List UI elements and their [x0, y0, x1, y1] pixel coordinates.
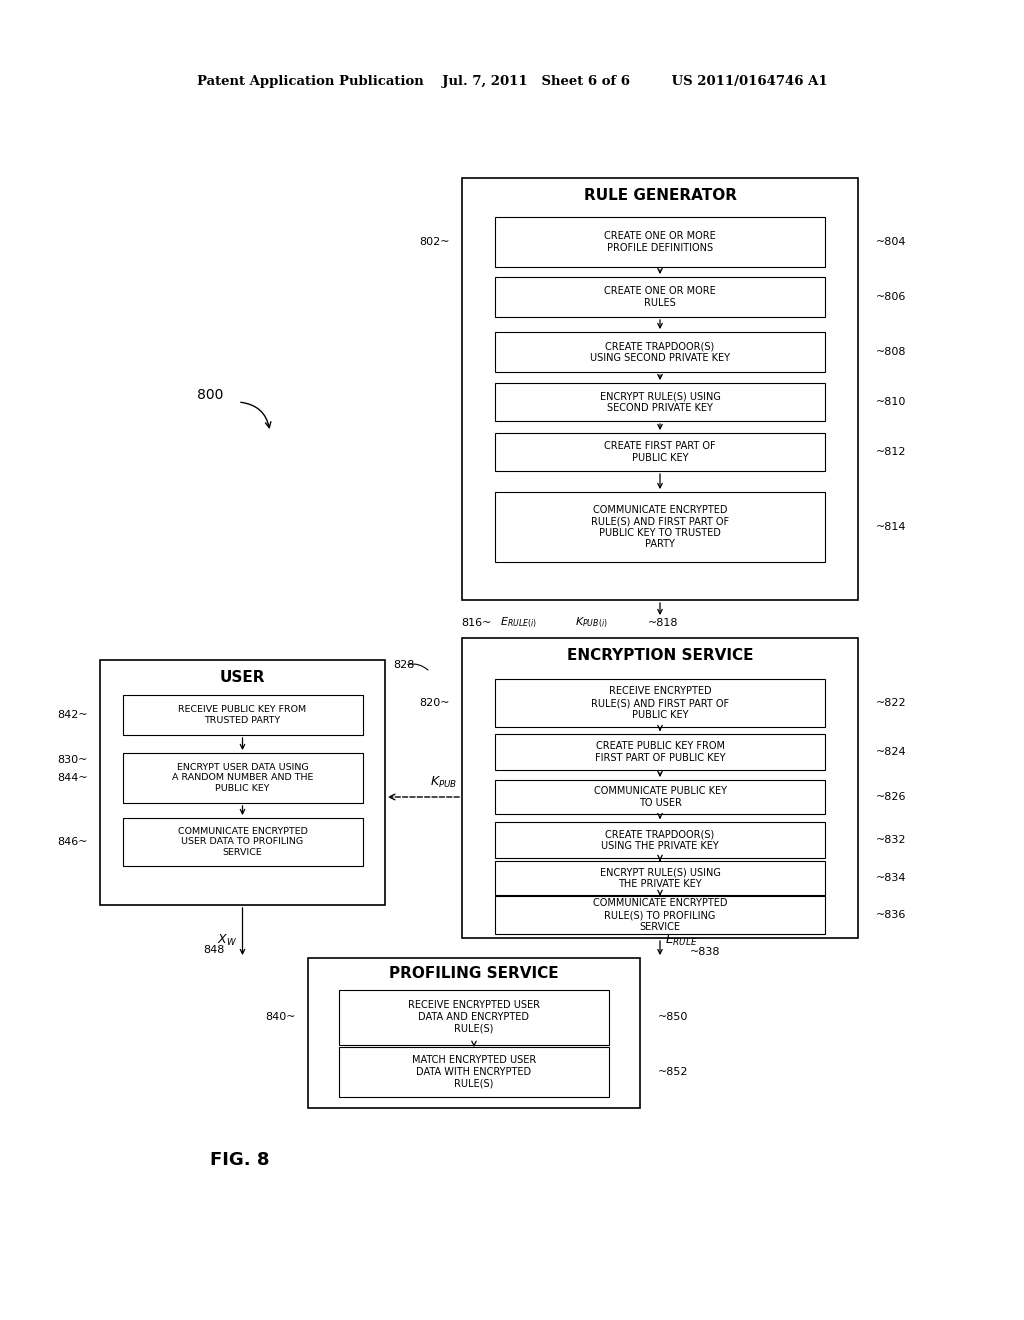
Bar — [495, 896, 825, 935]
Text: COMMUNICATE ENCRYPTED
RULE(S) TO PROFILING
SERVICE: COMMUNICATE ENCRYPTED RULE(S) TO PROFILI… — [593, 899, 727, 932]
Text: ENCRYPT RULE(S) USING
SECOND PRIVATE KEY: ENCRYPT RULE(S) USING SECOND PRIVATE KEY — [600, 391, 721, 413]
Text: ~832: ~832 — [876, 836, 906, 845]
Text: ENCRYPT RULE(S) USING
THE PRIVATE KEY: ENCRYPT RULE(S) USING THE PRIVATE KEY — [600, 867, 721, 888]
Bar — [339, 990, 609, 1044]
Text: ~804: ~804 — [876, 238, 906, 247]
Text: ~822: ~822 — [876, 698, 906, 708]
Text: CREATE TRAPDOOR(S)
USING SECOND PRIVATE KEY: CREATE TRAPDOOR(S) USING SECOND PRIVATE … — [590, 341, 730, 363]
Bar — [495, 492, 825, 562]
Text: ~852: ~852 — [658, 1067, 688, 1077]
Text: 816~: 816~ — [462, 618, 492, 628]
Text: $E_{RULE(i)}$: $E_{RULE(i)}$ — [500, 616, 537, 630]
Bar — [462, 638, 858, 939]
Text: FIG. 8: FIG. 8 — [210, 1151, 269, 1170]
Text: 802~: 802~ — [420, 238, 450, 247]
Text: ~818: ~818 — [648, 618, 679, 628]
Bar — [123, 818, 362, 866]
Text: ~812: ~812 — [876, 447, 906, 457]
Text: PROFILING SERVICE: PROFILING SERVICE — [389, 965, 559, 981]
Text: ENCRYPT USER DATA USING
A RANDOM NUMBER AND THE
PUBLIC KEY: ENCRYPT USER DATA USING A RANDOM NUMBER … — [172, 763, 313, 793]
Text: CREATE TRAPDOOR(S)
USING THE PRIVATE KEY: CREATE TRAPDOOR(S) USING THE PRIVATE KEY — [601, 829, 719, 851]
Text: ~836: ~836 — [876, 909, 906, 920]
Text: ~806: ~806 — [876, 292, 906, 302]
Text: COMMUNICATE ENCRYPTED
USER DATA TO PROFILING
SERVICE: COMMUNICATE ENCRYPTED USER DATA TO PROFI… — [177, 828, 307, 857]
Text: $K_{PUB(i)}$: $K_{PUB(i)}$ — [575, 616, 607, 630]
Text: 842~: 842~ — [57, 710, 88, 719]
Text: 830~: 830~ — [57, 755, 88, 766]
Text: RULE GENERATOR: RULE GENERATOR — [584, 189, 736, 203]
Bar — [100, 660, 385, 906]
Bar — [495, 433, 825, 471]
Text: ~834: ~834 — [876, 873, 906, 883]
Text: RECEIVE ENCRYPTED USER
DATA AND ENCRYPTED
RULE(S): RECEIVE ENCRYPTED USER DATA AND ENCRYPTE… — [408, 1001, 540, 1034]
Text: 828: 828 — [393, 660, 415, 671]
Bar — [462, 178, 858, 601]
Text: 848: 848 — [203, 945, 224, 954]
Text: ~826: ~826 — [876, 792, 906, 803]
Text: ~808: ~808 — [876, 347, 906, 356]
Text: 846~: 846~ — [57, 837, 88, 847]
Bar — [495, 861, 825, 895]
Text: ~814: ~814 — [876, 521, 906, 532]
Text: 840~: 840~ — [265, 1012, 296, 1022]
Text: COMMUNICATE PUBLIC KEY
TO USER: COMMUNICATE PUBLIC KEY TO USER — [594, 787, 726, 808]
Bar — [495, 780, 825, 814]
Text: CREATE FIRST PART OF
PUBLIC KEY: CREATE FIRST PART OF PUBLIC KEY — [604, 441, 716, 463]
Text: USER: USER — [220, 669, 265, 685]
Text: RECEIVE PUBLIC KEY FROM
TRUSTED PARTY: RECEIVE PUBLIC KEY FROM TRUSTED PARTY — [178, 705, 306, 725]
Bar — [495, 277, 825, 317]
Bar — [495, 333, 825, 372]
Text: CREATE PUBLIC KEY FROM
FIRST PART OF PUBLIC KEY: CREATE PUBLIC KEY FROM FIRST PART OF PUB… — [595, 742, 725, 763]
Text: ~838: ~838 — [690, 946, 721, 957]
Bar — [123, 752, 362, 803]
Bar — [339, 1047, 609, 1097]
Text: $E_{RULE}$: $E_{RULE}$ — [665, 932, 697, 948]
Text: COMMUNICATE ENCRYPTED
RULE(S) AND FIRST PART OF
PUBLIC KEY TO TRUSTED
PARTY: COMMUNICATE ENCRYPTED RULE(S) AND FIRST … — [591, 504, 729, 549]
Text: ~850: ~850 — [658, 1012, 688, 1022]
Bar — [308, 958, 640, 1107]
Text: ~810: ~810 — [876, 397, 906, 407]
Bar — [123, 696, 362, 735]
Text: 820~: 820~ — [420, 698, 450, 708]
Text: $X_W$: $X_W$ — [217, 932, 238, 948]
Text: 844~: 844~ — [57, 774, 88, 783]
Text: Patent Application Publication    Jul. 7, 2011   Sheet 6 of 6         US 2011/01: Patent Application Publication Jul. 7, 2… — [197, 75, 827, 88]
Bar — [495, 216, 825, 267]
Bar — [495, 734, 825, 770]
Bar — [495, 822, 825, 858]
Text: 800: 800 — [197, 388, 223, 403]
Bar — [495, 383, 825, 421]
Text: RECEIVE ENCRYPTED
RULE(S) AND FIRST PART OF
PUBLIC KEY: RECEIVE ENCRYPTED RULE(S) AND FIRST PART… — [591, 686, 729, 719]
Text: CREATE ONE OR MORE
RULES: CREATE ONE OR MORE RULES — [604, 286, 716, 308]
Text: MATCH ENCRYPTED USER
DATA WITH ENCRYPTED
RULE(S): MATCH ENCRYPTED USER DATA WITH ENCRYPTED… — [412, 1056, 537, 1089]
Bar — [495, 678, 825, 727]
Text: ~824: ~824 — [876, 747, 906, 756]
Text: ENCRYPTION SERVICE: ENCRYPTION SERVICE — [566, 648, 754, 663]
Text: $K_{PUB}$: $K_{PUB}$ — [430, 775, 458, 789]
Text: CREATE ONE OR MORE
PROFILE DEFINITIONS: CREATE ONE OR MORE PROFILE DEFINITIONS — [604, 231, 716, 253]
